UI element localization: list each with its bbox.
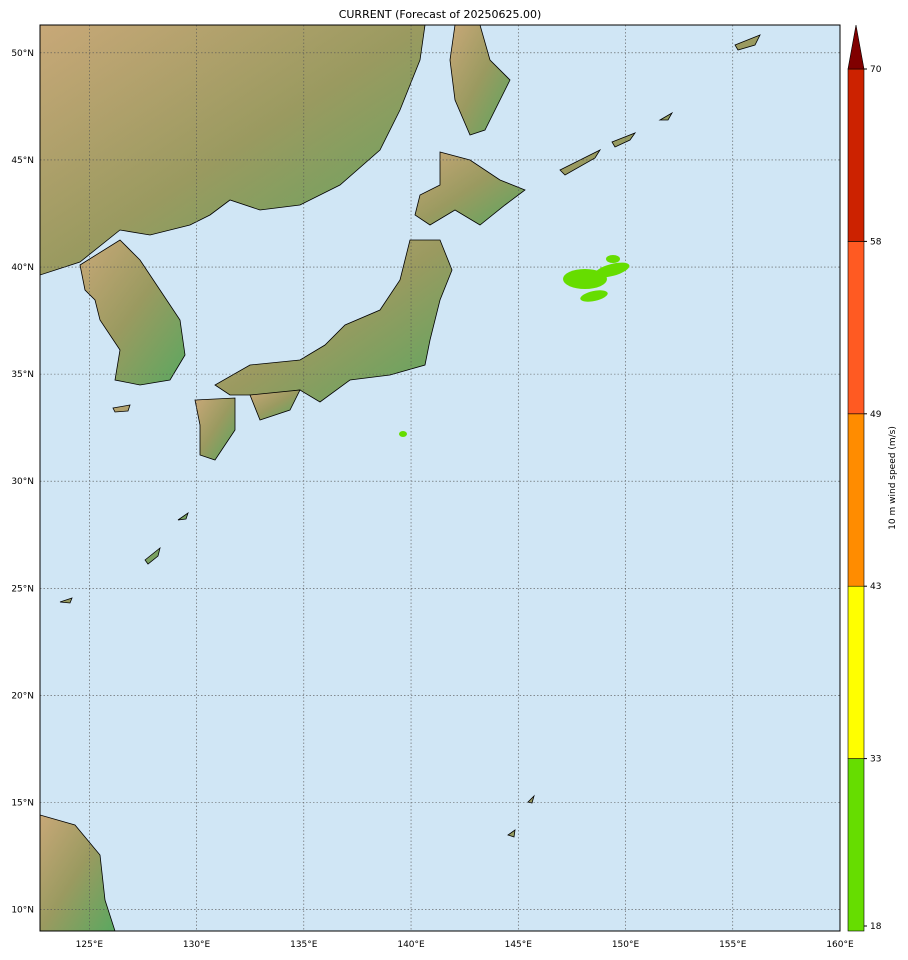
land-korea [79,239,186,386]
colorbar-tick-label: 43 [870,582,881,592]
land-shikoku [249,389,301,421]
lat-tick-label: 30°N [11,477,34,487]
colorbar-segment [847,585,865,759]
lat-tick-label: 45°N [11,156,34,166]
lon-tick-label: 125°E [76,940,104,950]
land-mainland-asia [40,25,426,276]
land-ryukyu [59,404,189,604]
lat-tick-label: 25°N [11,584,34,594]
colorbar-segment [847,413,865,587]
wind-area [399,431,407,437]
colorbar-tick-label: 18 [870,922,882,932]
lat-tick-label: 40°N [11,263,34,273]
lon-tick-label: 130°E [183,940,211,950]
wind-area [580,290,608,302]
land-philippines [40,814,116,931]
lon-tick-label: 155°E [719,940,747,950]
map-title: CURRENT (Forecast of 20250625.00) [338,8,542,21]
land [40,25,761,931]
lat-tick-label: 10°N [11,906,34,916]
colorbar-extend-arrow [847,24,865,70]
colorbar-segment [847,241,865,415]
wind-area [594,262,630,278]
lon-tick-label: 160°E [826,940,854,950]
land-kurils [559,34,761,176]
lon-tick-label: 150°E [612,940,640,950]
land-kyushu [194,397,236,461]
colorbar: 18 33 43 49 58 70 [847,24,882,932]
colorbar-tick-label: 33 [870,755,881,765]
lat-tick-label: 15°N [11,798,34,808]
lon-tick-label: 145°E [505,940,533,950]
colorbar-tick-label: 58 [870,237,882,247]
lon-tick-label: 135°E [290,940,318,950]
lat-tick-label: 20°N [11,691,34,701]
plot-frame [39,24,841,932]
lat-tick-label: 35°N [11,370,34,380]
wind-areas [399,255,630,437]
land-hokkaido [414,151,526,226]
colorbar-tick-label: 49 [870,410,882,420]
graticule [40,25,841,931]
land-sakhalin [449,25,511,136]
colorbar-segment [847,758,865,932]
colorbar-segment [847,68,865,242]
wind-area [606,255,620,263]
colorbar-label: 10 m wind speed (m/s) [888,426,898,530]
lat-tick-label: 50°N [11,49,34,59]
lon-tick-label: 140°E [397,940,425,950]
colorbar-tick-label: 70 [870,65,882,75]
